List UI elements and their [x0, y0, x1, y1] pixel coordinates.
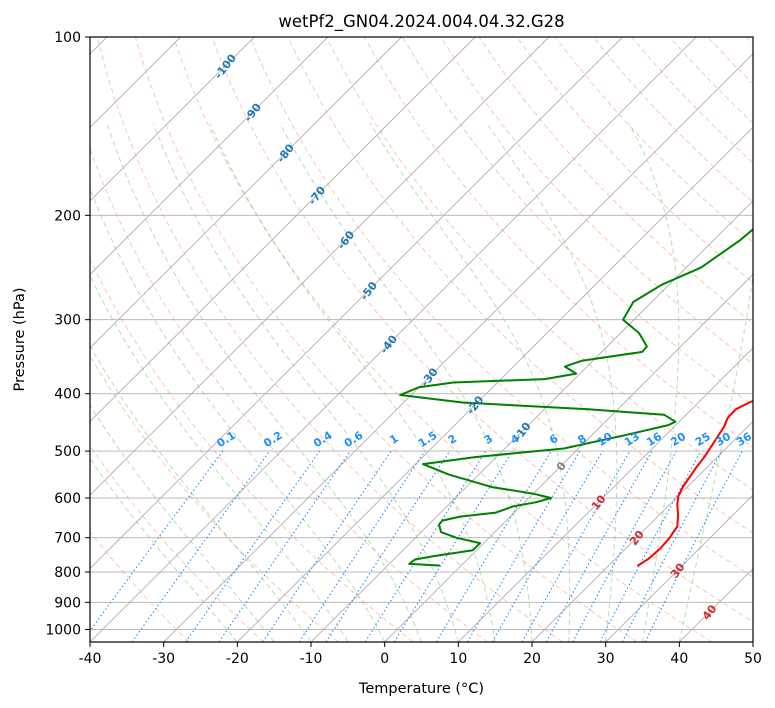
- mixing-ratio-line: [90, 450, 224, 632]
- moist-adiabat: [90, 404, 275, 642]
- background-lines: [90, 37, 753, 642]
- series-group: [399, 227, 753, 567]
- y-axis-title: Pressure (hPa): [12, 287, 28, 391]
- moist-adiabat: [90, 187, 386, 642]
- moist-adiabat: [486, 123, 618, 642]
- mixing-ratio-line: [185, 450, 321, 642]
- isotherm-line: [90, 37, 402, 349]
- moist-adiabat: [209, 123, 496, 642]
- moist-adiabat: [90, 344, 312, 642]
- dry-adiabat: [478, 37, 753, 324]
- y-tick-label: 600: [54, 491, 81, 507]
- moist-adiabat: [628, 123, 680, 642]
- y-tick-label: 500: [54, 444, 81, 460]
- x-tick-label: -10: [300, 651, 323, 667]
- x-tick-label: -30: [152, 651, 175, 667]
- moist-adiabat: [369, 123, 571, 642]
- dry-adiabat: [90, 355, 339, 642]
- isotherm-line: [605, 494, 753, 642]
- mixing-ratio-line: [298, 450, 426, 642]
- mixing-ratio-line: [521, 450, 631, 642]
- x-axis: -40 -30 -20 -10 0 10 20 30 40 50: [79, 642, 762, 667]
- dry-adiabat: [90, 258, 414, 642]
- x-tick-label: 40: [670, 651, 688, 667]
- x-tick-label: 30: [597, 651, 615, 667]
- isotherm-line: [310, 200, 753, 642]
- dry-adiabat: [249, 37, 753, 578]
- y-tick-label: 1000: [45, 622, 81, 638]
- x-tick-label: -20: [226, 651, 249, 667]
- chart-title: wetPf2_GN04.2024.004.04.32.G28: [278, 12, 564, 32]
- isotherm-line: [163, 53, 753, 642]
- dry-adiabat: [90, 147, 488, 642]
- x-axis-title: Temperature (°C): [358, 681, 484, 697]
- plot-frame: [89, 36, 754, 643]
- y-axis: 100 200 300 400 500 600 700 800 900 1000: [45, 30, 90, 638]
- mixing-ratio-line: [572, 450, 677, 642]
- mixing-ratio-line: [218, 450, 351, 642]
- isotherm-line: [90, 37, 255, 202]
- moist-adiabat: [106, 123, 422, 642]
- dewpoint-profile-line: [399, 227, 753, 567]
- temperature-profile-line: [637, 400, 753, 567]
- isotherm-line: [90, 37, 623, 570]
- isotherm-line: [90, 37, 550, 496]
- y-tick-label: 200: [54, 208, 81, 224]
- dry-adiabat: [90, 445, 264, 642]
- y-tick-label: 300: [54, 313, 81, 329]
- isotherm-line: [384, 273, 753, 642]
- isotherm-line: [90, 37, 697, 642]
- isotherm-line: [531, 420, 753, 642]
- dry-adiabat: [134, 37, 638, 642]
- mixing-ratio-line: [131, 450, 271, 642]
- plot-area: [90, 37, 753, 642]
- mixing-ratio-line: [262, 450, 392, 642]
- y-tick-label: 800: [54, 565, 81, 581]
- mixing-ratio-line: [393, 450, 513, 642]
- isotherm-line: [90, 37, 476, 423]
- x-tick-label: 10: [449, 651, 467, 667]
- x-tick-label: -40: [79, 651, 102, 667]
- y-tick-label: 100: [54, 30, 81, 46]
- x-tick-label: 50: [744, 651, 762, 667]
- isotherm-line: [90, 37, 329, 276]
- isotherm-line: [458, 347, 753, 642]
- dry-adiabat: [402, 37, 753, 406]
- dry-adiabat: [363, 37, 753, 448]
- x-tick-label: 0: [380, 651, 389, 667]
- y-tick-label: 900: [54, 595, 81, 611]
- dry-adiabat: [211, 37, 753, 623]
- mixing-ratio-line: [325, 450, 451, 642]
- moist-adiabat: [279, 123, 533, 642]
- dry-adiabat: [96, 37, 563, 642]
- y-tick-label: 700: [54, 531, 81, 547]
- isotherm-line: [237, 126, 753, 642]
- mixing-ratio-line: [644, 450, 743, 642]
- x-tick-label: 20: [523, 651, 541, 667]
- mixing-ratio-line: [545, 450, 653, 642]
- y-tick-label: 400: [54, 387, 81, 403]
